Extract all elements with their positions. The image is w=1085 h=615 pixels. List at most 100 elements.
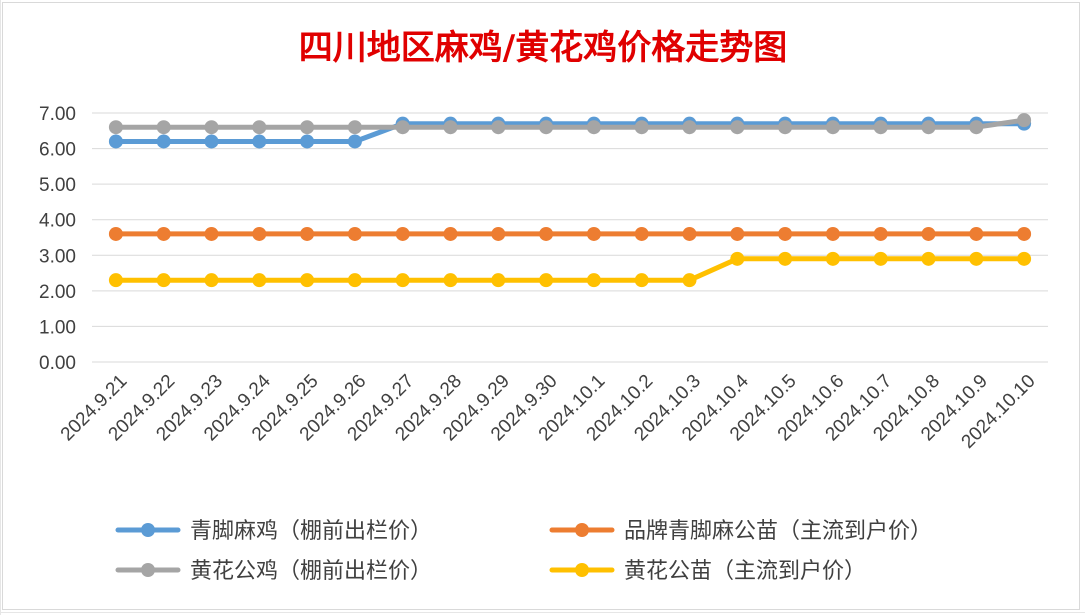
data-point — [156, 134, 171, 149]
data-point — [634, 120, 649, 135]
legend-label: 品牌青脚麻公苗（主流到户价） — [624, 519, 932, 544]
data-point — [443, 273, 458, 288]
data-point — [347, 273, 362, 288]
data-point — [156, 273, 171, 288]
data-point — [300, 273, 315, 288]
data-point — [252, 120, 267, 135]
data-point — [539, 273, 554, 288]
data-point — [443, 120, 458, 135]
data-point — [1017, 113, 1032, 128]
data-point — [300, 226, 315, 241]
data-point — [873, 120, 888, 135]
data-point — [682, 120, 697, 135]
sheet-gridline — [0, 612, 1085, 613]
y-tick-label: 3.00 — [39, 246, 76, 267]
data-point — [108, 226, 123, 241]
data-point — [921, 226, 936, 241]
data-point — [586, 226, 601, 241]
y-tick-label: 5.00 — [39, 175, 76, 196]
data-point — [395, 226, 410, 241]
data-point — [252, 134, 267, 149]
data-point — [108, 134, 123, 149]
series-1 — [108, 226, 1032, 241]
data-point — [969, 120, 984, 135]
data-point — [586, 273, 601, 288]
data-point — [969, 251, 984, 266]
data-point — [634, 226, 649, 241]
data-point — [778, 226, 793, 241]
y-tick-label: 1.00 — [39, 317, 76, 338]
data-point — [682, 226, 697, 241]
data-point — [347, 226, 362, 241]
gridlines — [92, 112, 1048, 363]
legend-label: 黄花公苗（主流到户价） — [624, 559, 866, 584]
data-point — [634, 273, 649, 288]
data-point — [300, 134, 315, 149]
data-point — [921, 120, 936, 135]
legend-swatch-marker — [141, 523, 155, 537]
data-point — [921, 251, 936, 266]
legend-label: 黄花公鸡（棚前出栏价） — [190, 559, 432, 584]
y-tick-label: 7.00 — [39, 104, 76, 125]
data-point — [873, 251, 888, 266]
data-point — [491, 120, 506, 135]
data-point — [873, 226, 888, 241]
y-tick-label: 0.00 — [39, 353, 76, 374]
data-point — [395, 120, 410, 135]
data-point — [252, 226, 267, 241]
y-axis-ticks: 0.00 1.00 2.00 3.00 4.00 5.00 6.00 7.00 — [39, 104, 76, 374]
data-point — [300, 120, 315, 135]
data-point — [1017, 226, 1032, 241]
data-point — [108, 120, 123, 135]
data-point — [204, 134, 219, 149]
data-point — [730, 251, 745, 266]
legend-swatch-marker — [575, 523, 589, 537]
data-point — [825, 251, 840, 266]
y-tick-label: 4.00 — [39, 211, 76, 232]
chart-title: 四川地区麻鸡/黄花鸡价格走势图 — [299, 28, 787, 68]
data-point — [156, 120, 171, 135]
data-point — [491, 226, 506, 241]
data-point — [730, 226, 745, 241]
legend-item: 黄花公苗（主流到户价） — [549, 559, 866, 584]
series-2 — [108, 113, 1032, 135]
legend: 青脚麻鸡（棚前出栏价） 品牌青脚麻公苗（主流到户价） 黄花公鸡（棚前出栏价） 黄花公苗… — [115, 519, 932, 584]
legend-item: 青脚麻鸡（棚前出栏价） — [115, 519, 432, 544]
data-point — [204, 273, 219, 288]
data-point — [491, 273, 506, 288]
data-point — [682, 273, 697, 288]
sheet-gridline — [0, 0, 1, 615]
data-point — [347, 134, 362, 149]
data-point — [1017, 251, 1032, 266]
data-point — [825, 120, 840, 135]
series-3 — [108, 251, 1032, 288]
data-point — [156, 226, 171, 241]
series-0 — [108, 116, 1032, 149]
data-point — [969, 226, 984, 241]
y-tick-label: 2.00 — [39, 282, 76, 303]
data-point — [825, 226, 840, 241]
series-line — [113, 117, 1027, 130]
data-point — [443, 226, 458, 241]
legend-swatch-marker — [141, 563, 155, 577]
data-point — [347, 120, 362, 135]
data-point — [539, 120, 554, 135]
legend-label: 青脚麻鸡（棚前出栏价） — [190, 519, 432, 544]
data-point — [778, 251, 793, 266]
data-point — [108, 273, 123, 288]
legend-item: 黄花公鸡（棚前出栏价） — [115, 559, 432, 584]
data-point — [204, 120, 219, 135]
y-tick-label: 6.00 — [39, 140, 76, 161]
series-line — [113, 256, 1027, 283]
data-point — [586, 120, 601, 135]
data-point — [252, 273, 267, 288]
legend-item: 品牌青脚麻公苗（主流到户价） — [549, 519, 932, 544]
data-point — [395, 273, 410, 288]
x-axis-ticks: 2024.9.212024.9.222024.9.232024.9.242024… — [57, 370, 1040, 452]
series-layer — [108, 113, 1032, 288]
legend-swatch-marker — [575, 563, 589, 577]
data-point — [204, 226, 219, 241]
data-point — [778, 120, 793, 135]
